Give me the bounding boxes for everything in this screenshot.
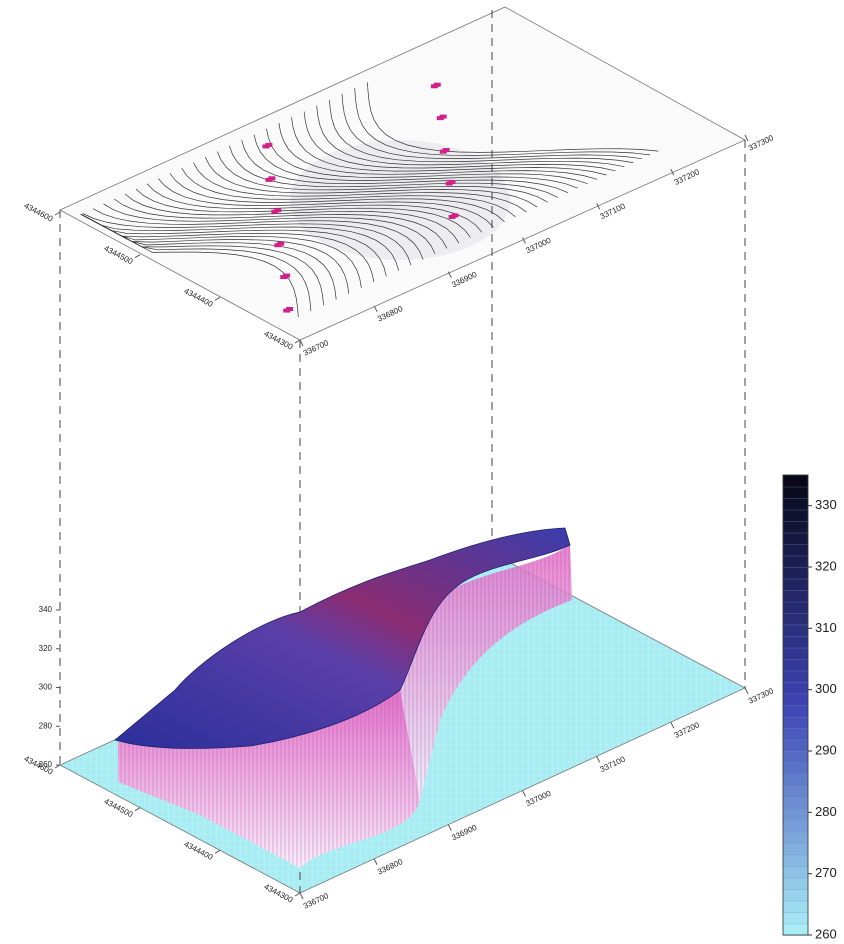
- sample-point: [449, 180, 456, 184]
- x-tick-label: 336900: [450, 823, 478, 843]
- sample-point: [268, 176, 275, 180]
- x-tick-label: 336700: [302, 891, 330, 911]
- colorbar-band: [783, 774, 808, 786]
- sample-point: [440, 115, 447, 119]
- colorbar-band: [783, 786, 808, 798]
- z-tick-label: 280: [39, 721, 53, 730]
- chart: 260 270 280 290 300 310 320 330 336700 336800 336…: [0, 0, 844, 944]
- colorbar-band: [783, 843, 808, 855]
- z-tick-label: 260: [39, 760, 53, 769]
- y-tick: [295, 893, 300, 896]
- colorbar-band: [783, 717, 808, 729]
- sample-point: [283, 274, 290, 278]
- x-tick-label: 337100: [599, 754, 627, 774]
- z-tick-label: 340: [39, 605, 53, 614]
- colorbar-tick-label: 260: [815, 926, 837, 941]
- x-tick: [374, 306, 377, 312]
- colorbar-band: [783, 889, 808, 901]
- x-tick: [374, 859, 377, 865]
- colorbar-band: [783, 820, 808, 832]
- sample-point: [443, 148, 450, 152]
- colorbar-band: [783, 705, 808, 717]
- colorbar-band: [783, 521, 808, 533]
- sample-point: [452, 213, 459, 217]
- colorbar-band: [783, 590, 808, 602]
- colorbar-band: [783, 797, 808, 809]
- colorbar-tick-label: 310: [815, 620, 837, 635]
- colorbar-band: [783, 878, 808, 890]
- x-tick: [671, 722, 674, 728]
- y-tick: [135, 808, 140, 811]
- x-tick: [523, 791, 526, 797]
- colorbar-band: [783, 510, 808, 522]
- colorbar-band: [783, 648, 808, 660]
- colorbar-band: [783, 636, 808, 648]
- colorbar-band: [783, 533, 808, 545]
- x-tick-label: 337000: [524, 789, 552, 809]
- colorbar-tick-label: 320: [815, 558, 837, 573]
- colorbar-tick-label: 300: [815, 681, 837, 696]
- colorbar-band: [783, 728, 808, 740]
- x-tick-label: 336700: [302, 338, 330, 358]
- colorbar-band: [783, 924, 808, 936]
- x-tick: [745, 688, 748, 694]
- colorbar-band: [783, 475, 808, 487]
- colorbar-band: [783, 567, 808, 579]
- x-tick: [448, 825, 451, 831]
- colorbar-tick-label: 290: [815, 742, 837, 757]
- x-tick-label: 336800: [376, 304, 404, 324]
- colorbar-band: [783, 751, 808, 763]
- colorbar-band: [783, 866, 808, 878]
- colorbar-band: [783, 498, 808, 510]
- x-tick-label: 337300: [747, 686, 775, 706]
- colorbar-tick-label: 330: [815, 497, 837, 512]
- colorbar-band: [783, 659, 808, 671]
- colorbar-band: [783, 740, 808, 752]
- colorbar-band: [783, 682, 808, 694]
- y-tick: [135, 255, 140, 258]
- colorbar-band: [783, 809, 808, 821]
- colorbar-band: [783, 625, 808, 637]
- x-tick-label: 336800: [376, 857, 404, 877]
- sample-point: [274, 208, 281, 212]
- colorbar-band: [783, 832, 808, 844]
- colorbar-band: [783, 556, 808, 568]
- x-tick-label: 337200: [673, 720, 701, 740]
- z-tick-label: 320: [39, 644, 53, 653]
- y-tick-label: 4344600: [23, 201, 55, 224]
- z-tick-label: 300: [39, 683, 53, 692]
- colorbar-tick-label: 270: [815, 865, 837, 880]
- x-tick-label: 336900: [450, 270, 478, 290]
- colorbar-band: [783, 694, 808, 706]
- colorbar: 260 270 280 290 300 310 320 330: [783, 475, 837, 941]
- x-tick-label: 337000: [524, 236, 552, 256]
- x-tick: [597, 756, 600, 762]
- colorbar-band: [783, 763, 808, 775]
- sample-point: [434, 83, 441, 87]
- colorbar-band: [783, 544, 808, 556]
- y-tick: [215, 850, 220, 853]
- colorbar-band: [783, 613, 808, 625]
- colorbar-band: [783, 671, 808, 683]
- y-tick: [295, 340, 300, 343]
- sample-point: [286, 307, 293, 311]
- x-tick-label: 337100: [599, 201, 627, 221]
- colorbar-band: [783, 602, 808, 614]
- y-tick: [55, 212, 60, 215]
- x-tick: [300, 893, 303, 899]
- colorbar-band: [783, 855, 808, 867]
- y-tick: [215, 297, 220, 300]
- colorbar-band: [783, 912, 808, 924]
- x-tick-label: 337300: [747, 133, 775, 153]
- colorbar-band: [783, 901, 808, 913]
- colorbar-tick-label: 280: [815, 804, 837, 819]
- sample-point: [277, 242, 284, 246]
- sample-point: [265, 143, 272, 147]
- colorbar-band: [783, 579, 808, 591]
- colorbar-band: [783, 487, 808, 499]
